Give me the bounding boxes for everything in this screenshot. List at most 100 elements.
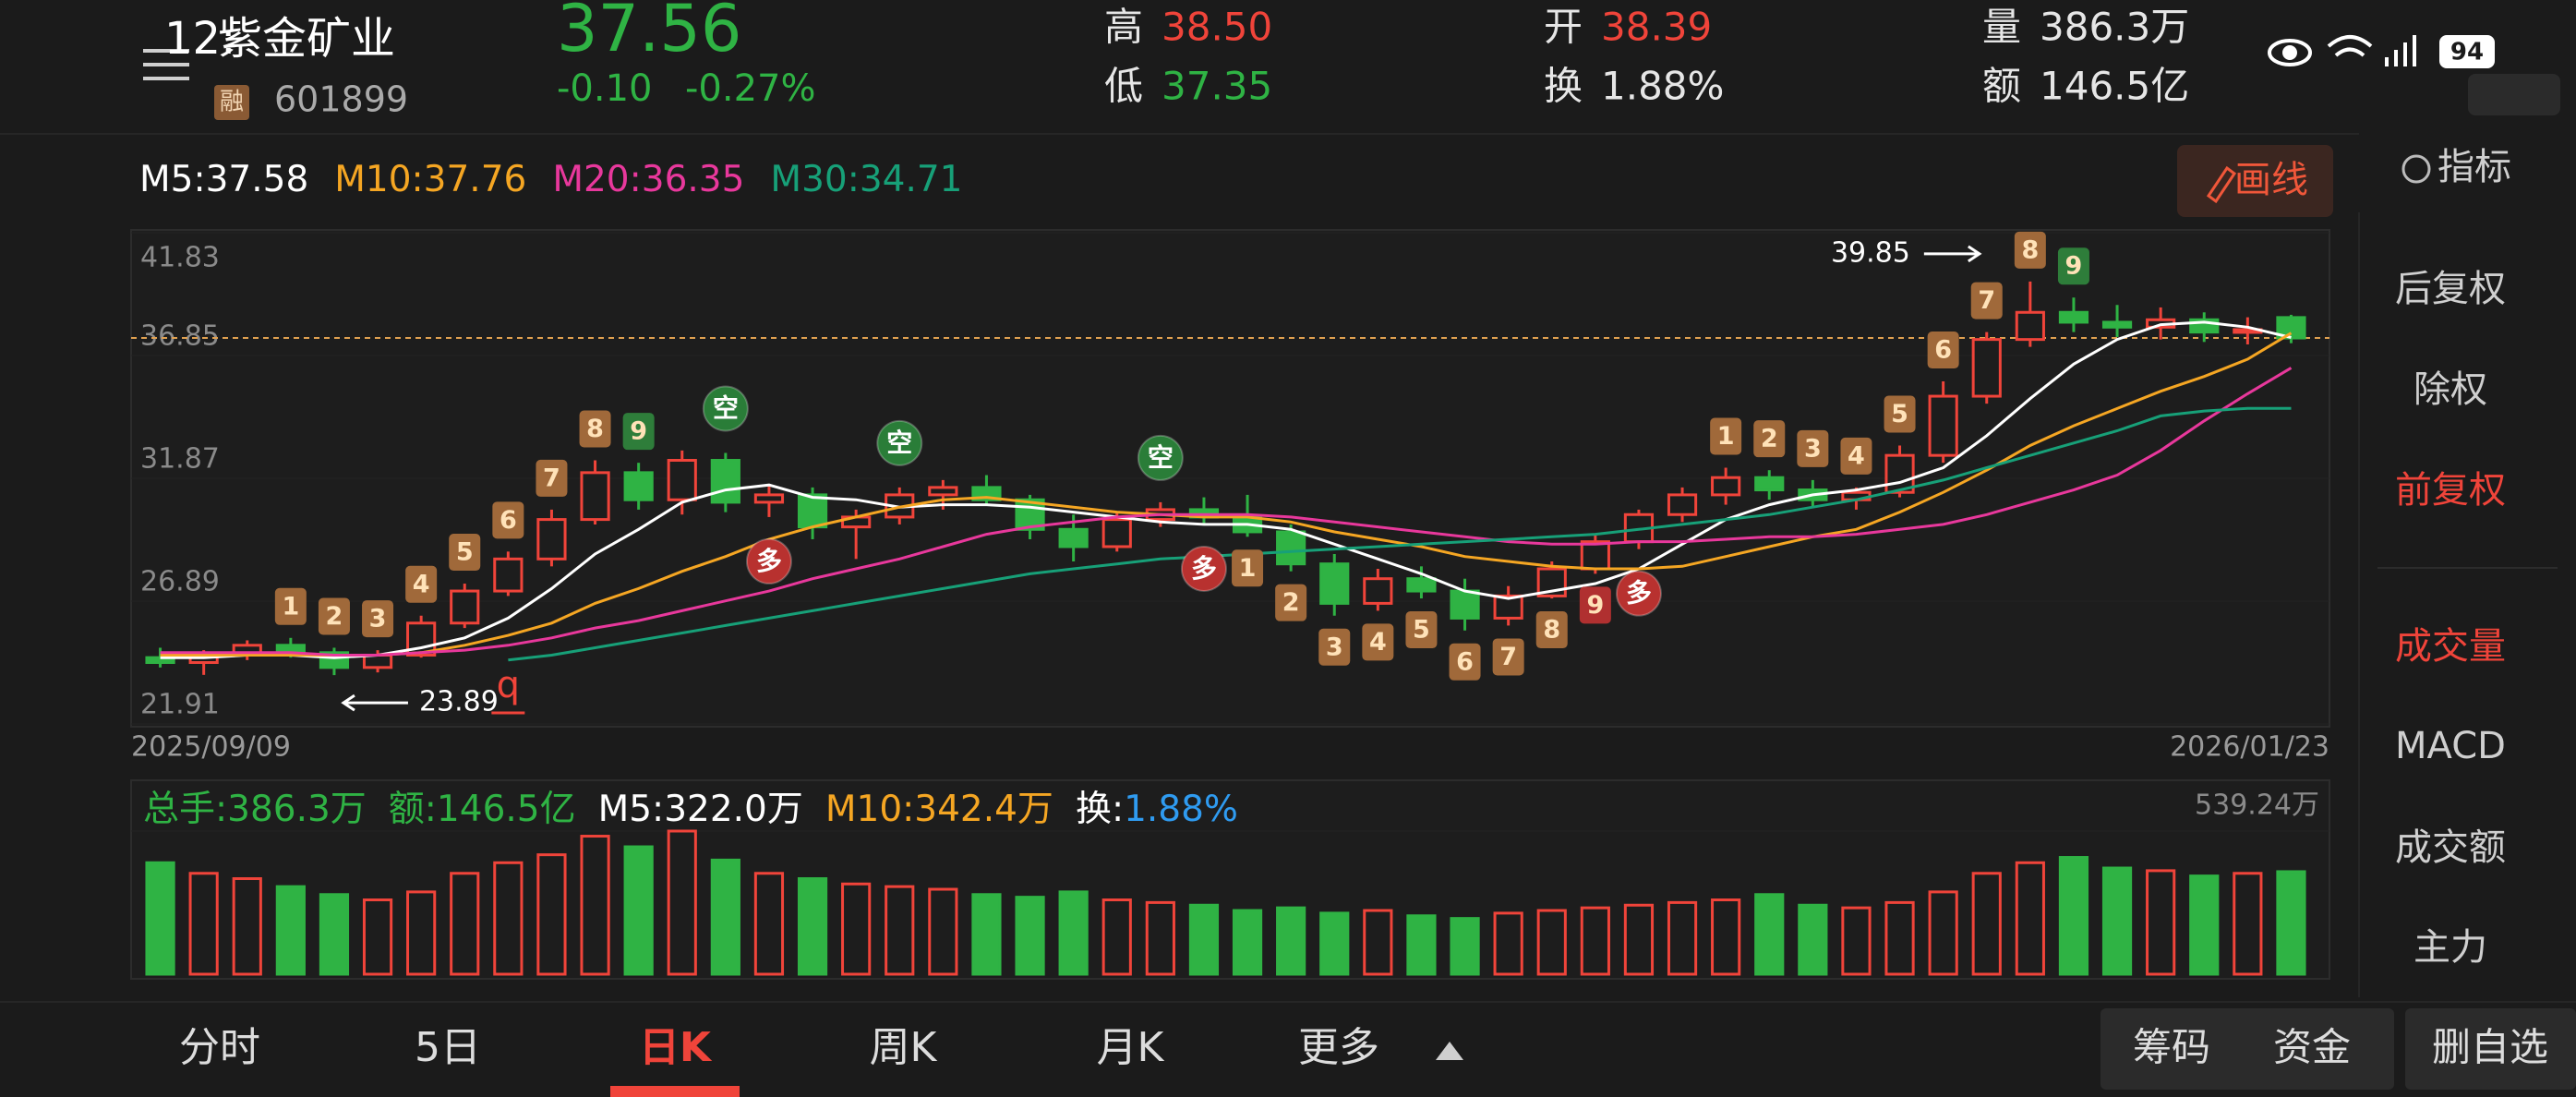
volume-bar: [145, 861, 175, 976]
volume-bar: [667, 829, 697, 976]
count-label: 5: [1891, 400, 1908, 428]
candle-body: [2276, 316, 2306, 340]
candle-body: [1667, 493, 1698, 516]
volume-bar: [406, 890, 437, 976]
count-label: 4: [1848, 441, 1865, 470]
tab[interactable]: 分时: [179, 1024, 260, 1071]
bottom-marker: q: [497, 664, 520, 706]
action-button[interactable]: 资金: [2273, 1025, 2351, 1070]
eye-pupil: [2282, 45, 2297, 60]
signal-label: 多: [1626, 578, 1652, 609]
volume-bar: [1232, 909, 1263, 976]
indicator-label[interactable]: 指标: [2438, 146, 2511, 188]
volume-bar: [1928, 890, 1958, 976]
pencil-icon: [2206, 165, 2237, 204]
high-label: 39.85: [1831, 236, 1910, 269]
count-box: [1840, 437, 1872, 475]
tab[interactable]: 周K: [870, 1024, 938, 1071]
side-menu-item[interactable]: 成交额: [2395, 826, 2506, 869]
count-box: [1232, 549, 1264, 587]
signal-bubble: [745, 537, 792, 585]
volume-bar: [1798, 903, 1828, 976]
count-label: 2: [326, 602, 343, 631]
count-label: 1: [1239, 554, 1257, 583]
tab-underline: [610, 1086, 740, 1097]
candle-body: [1754, 476, 1785, 492]
side-menu-item[interactable]: MACD: [2395, 725, 2506, 767]
volume-bar: [1319, 911, 1350, 976]
candle-body: [1276, 530, 1306, 566]
candle-body: [145, 656, 175, 664]
tab[interactable]: 日K: [639, 1024, 713, 1071]
tab[interactable]: 5日: [415, 1024, 481, 1071]
volume-bar: [1145, 900, 1175, 976]
count-label: 9: [1586, 591, 1604, 620]
count-box: [622, 413, 655, 451]
status-time: 12:: [164, 13, 235, 65]
stat-value: 37.35: [1162, 64, 1272, 109]
volume-bar: [1884, 900, 1915, 976]
volume-bar: [493, 861, 524, 976]
candle-body: [1884, 453, 1915, 494]
stat-label: 额: [1982, 64, 2021, 109]
battery-level: 94: [2450, 39, 2484, 66]
button-bg: [2405, 1008, 2576, 1090]
count-box: [1492, 638, 1524, 676]
candle-body: [2101, 320, 2133, 329]
volume-bar: [1841, 906, 1872, 976]
y-tick-label: 31.87: [140, 443, 220, 476]
side-menu-item[interactable]: 主力: [2413, 926, 2487, 969]
rotate-button[interactable]: [2468, 74, 2560, 115]
more-arrow: [1436, 1042, 1463, 1060]
menu-icon[interactable]: [143, 49, 189, 80]
ma-legend-item: M5:37.58: [139, 159, 308, 200]
tab[interactable]: 更多: [1298, 1024, 1379, 1071]
volume-bar: [1101, 898, 1132, 976]
candle-body: [1319, 562, 1350, 605]
volume-bar: [1580, 906, 1610, 976]
count-box: [1710, 417, 1742, 455]
high-arrow: [1923, 245, 1982, 263]
candle-body: [1406, 577, 1437, 593]
volume-bar: [232, 877, 262, 976]
count-label: 9: [2065, 252, 2083, 281]
count-label: 8: [586, 415, 604, 443]
side-menu-item[interactable]: 除权: [2413, 368, 2487, 411]
candle-body: [493, 557, 524, 593]
side-menu-item[interactable]: 后复权: [2395, 268, 2506, 310]
candle-body: [536, 518, 567, 561]
volume-bar: [1536, 909, 1567, 976]
stat-value: 386.3万: [2040, 5, 2189, 50]
volume-bar: [2233, 872, 2263, 976]
y-tick-label: 41.83: [140, 242, 220, 274]
action-button[interactable]: 筹码: [2133, 1025, 2210, 1070]
low-arrow: [341, 693, 408, 712]
ma-legend: M5:37.58 M10:37.76 M20:36.35 M30:34.71: [139, 159, 963, 200]
candle-body: [1971, 338, 2002, 398]
side-menu-item[interactable]: 成交量: [2395, 625, 2506, 668]
count-box: [1535, 611, 1568, 649]
candle-body: [667, 459, 697, 501]
count-label: 8: [1543, 616, 1560, 645]
count-box: [1797, 429, 1829, 467]
stat-value: 38.50: [1162, 5, 1272, 50]
volume-bar: [1058, 890, 1089, 976]
count-box: [274, 587, 307, 625]
price: 37.56: [557, 0, 741, 66]
volume-bar: [1493, 911, 1523, 976]
count-label: 6: [1456, 647, 1474, 676]
volume-bar: [971, 893, 1002, 976]
volume-legend-item: 1.88%: [1124, 789, 1238, 830]
side-menu-item[interactable]: 前复权: [2395, 469, 2506, 512]
tab[interactable]: 月K: [1097, 1024, 1165, 1071]
wifi-icon: [2327, 35, 2373, 57]
action-button[interactable]: 删自选: [2432, 1025, 2548, 1070]
volume-bar: [797, 877, 828, 976]
count-label: 5: [1413, 616, 1430, 645]
signal-label: 空: [886, 428, 912, 458]
volume-bar: [1188, 903, 1220, 976]
candle-body: [1928, 394, 1958, 457]
signal-bubble: [702, 385, 749, 432]
count-box: [1362, 623, 1394, 661]
volume-bar: [275, 885, 306, 976]
